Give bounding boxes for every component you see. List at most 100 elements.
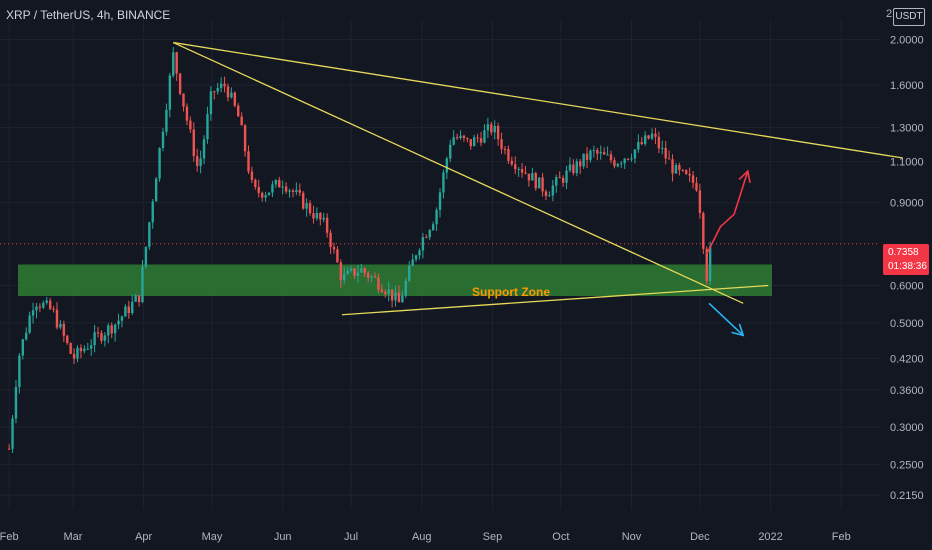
- candle-body: [602, 152, 606, 155]
- price-axis[interactable]: 2.0000 1.6000 1.3000 1.1000 0.9000 0.6000 0.50…: [890, 34, 924, 502]
- y-tick-label: 0.5000: [890, 318, 924, 330]
- candle-body: [55, 309, 59, 328]
- candle-body: [103, 335, 107, 341]
- candle-body: [380, 289, 384, 292]
- candles: [7, 47, 712, 453]
- candle-body: [96, 332, 100, 334]
- candle-body: [271, 184, 274, 193]
- candle-body: [575, 161, 578, 174]
- candle-body: [510, 160, 514, 165]
- candle-body: [325, 217, 329, 233]
- candle-body: [76, 347, 79, 359]
- candle-body: [579, 161, 582, 167]
- candle-body: [260, 192, 264, 198]
- candle-body: [613, 160, 616, 167]
- candle-body: [226, 86, 230, 98]
- candle-body: [247, 151, 250, 172]
- candle-body: [168, 75, 172, 110]
- candle-body: [661, 147, 664, 149]
- candle-body: [702, 213, 705, 249]
- candle-body: [418, 250, 421, 256]
- candle-body: [551, 185, 555, 196]
- candle-body: [657, 136, 661, 149]
- candle-body: [438, 192, 442, 210]
- candle-body: [175, 52, 178, 74]
- candle-body: [107, 325, 110, 336]
- candle-body: [544, 191, 548, 197]
- y-tick-label: 1.1000: [890, 157, 924, 169]
- candle-body: [640, 142, 643, 145]
- x-tick-label: Sep: [483, 531, 503, 543]
- candle-body: [435, 209, 438, 225]
- candle-body: [151, 201, 154, 223]
- candle-body: [117, 320, 120, 325]
- candle-body: [240, 116, 243, 126]
- candle-body: [626, 158, 630, 160]
- candle-body: [219, 83, 223, 89]
- candle-body: [329, 232, 332, 248]
- candle-body: [89, 345, 93, 349]
- x-tick-label: Nov: [622, 531, 642, 543]
- x-tick-label: Apr: [135, 531, 152, 543]
- last-price-label: 0.7358 01:38:36: [883, 244, 929, 275]
- candle-body: [599, 152, 602, 154]
- candle-body: [189, 120, 192, 130]
- candle-body: [52, 308, 55, 310]
- candle-body: [38, 306, 42, 308]
- candle-body: [394, 292, 397, 301]
- trendlines[interactable]: [172, 41, 903, 316]
- forecast-down-arrow-head: [731, 323, 745, 337]
- candle-body: [404, 280, 408, 296]
- candle-body: [445, 158, 449, 173]
- candle-body: [332, 247, 336, 250]
- time-axis[interactable]: Feb Mar Apr May Jun Jul Aug Sep Oct Nov Dec 2022 Feb: [0, 531, 851, 543]
- candle-body: [654, 133, 657, 137]
- candle-body: [476, 137, 479, 139]
- candle-body: [254, 179, 257, 187]
- price-tick-top: 2: [886, 8, 893, 20]
- candle-body: [548, 195, 551, 197]
- candle-body: [585, 153, 589, 160]
- y-tick-label: 0.9000: [890, 198, 924, 210]
- candle-body: [565, 170, 568, 183]
- candle-body: [483, 130, 486, 143]
- last-price: 0.7358: [888, 247, 919, 258]
- candle-body: [606, 154, 609, 156]
- candle-body: [616, 164, 620, 167]
- candle-body: [691, 175, 695, 183]
- symbol-title: XRP / TetherUS, 4h, BINANCE: [6, 8, 171, 22]
- candle-body: [524, 172, 527, 174]
- candle-body: [390, 289, 394, 301]
- candle-body: [178, 73, 182, 94]
- y-tick-label: 0.6000: [890, 281, 924, 293]
- candle-body: [264, 195, 267, 198]
- candle-body: [349, 268, 353, 271]
- candle-body: [397, 292, 401, 303]
- candle-body: [100, 332, 103, 341]
- candle-body: [28, 315, 31, 333]
- trendline: [341, 284, 769, 316]
- candle-body: [455, 137, 459, 139]
- candle-body: [421, 237, 425, 251]
- y-tick-label: 0.4200: [890, 353, 924, 365]
- candle-body: [643, 135, 647, 145]
- candle-body: [7, 448, 11, 450]
- candle-body: [667, 158, 671, 160]
- candle-body: [202, 139, 206, 159]
- candle-body: [14, 387, 18, 419]
- candle-body: [537, 177, 541, 189]
- candle-body: [681, 169, 684, 171]
- candle-body: [472, 137, 476, 147]
- candle-body: [154, 178, 158, 202]
- currency-badge[interactable]: USDT: [893, 8, 925, 26]
- candle-body: [373, 276, 377, 278]
- candle-body: [534, 173, 537, 189]
- candle-body: [469, 139, 472, 147]
- candle-body: [708, 246, 712, 282]
- candle-body: [233, 92, 237, 106]
- candle-body: [172, 52, 175, 76]
- y-tick-label: 0.2150: [890, 490, 924, 502]
- x-tick-label: Dec: [690, 531, 710, 543]
- candle-body: [568, 164, 572, 171]
